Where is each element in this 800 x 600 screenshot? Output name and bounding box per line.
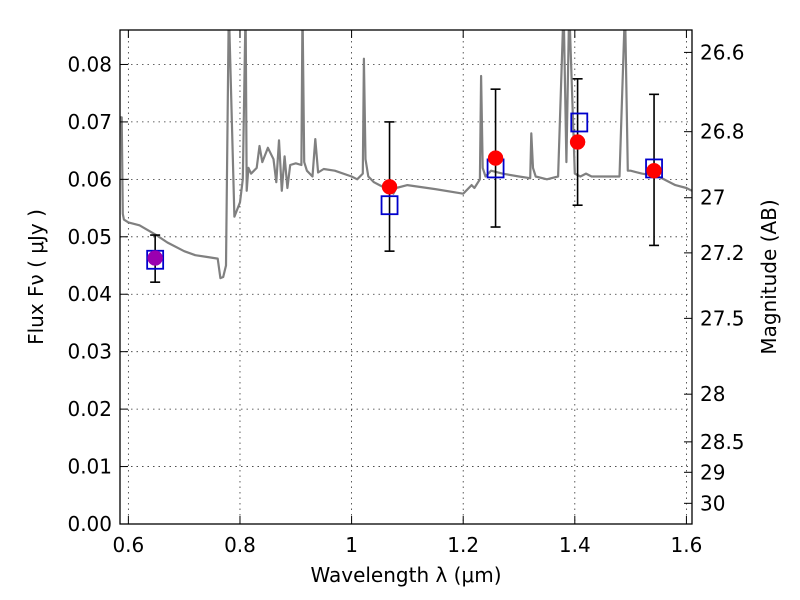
right-tick-label: 27 xyxy=(700,186,725,210)
plot-frame xyxy=(119,29,693,525)
grid-layer xyxy=(120,30,692,524)
x-tick-label: 1.2 xyxy=(447,533,479,557)
right-tick-label: 27.5 xyxy=(700,306,745,330)
y-tick-label: 0.01 xyxy=(67,455,112,479)
observed-flux-point xyxy=(646,162,662,179)
y-tick-label: 0.04 xyxy=(67,282,112,306)
right-tick-label: 26.6 xyxy=(700,40,745,64)
ticks-layer: 0.6 0.8 1 1.2 1.4 1.6 0.00 0.01 0.02 0.03 0.04 0.05… xyxy=(67,30,745,557)
photometry-layer xyxy=(146,78,663,283)
observed-flux-point xyxy=(487,150,504,166)
x-tick-label: 1 xyxy=(345,533,358,557)
x-axis-label: Wavelength λ (μm) xyxy=(310,563,501,587)
x-tick-label: 1.6 xyxy=(671,533,703,557)
model-photometry-square xyxy=(570,112,589,133)
y-tick-label: 0.03 xyxy=(67,340,112,364)
right-tick-label: 28 xyxy=(700,382,725,406)
model-photometry-square xyxy=(380,195,399,216)
right-tick-label: 29 xyxy=(700,460,725,484)
x-tick-label: 0.6 xyxy=(112,533,144,557)
y-tick-label: 0.08 xyxy=(67,52,112,76)
model-spectrum-layer xyxy=(120,30,692,280)
right-tick-label: 27.2 xyxy=(700,241,745,265)
y-axis-label: Flux Fν ( μJy ) xyxy=(24,209,48,345)
x-tick-label: 1.4 xyxy=(559,533,591,557)
observed-flux-point xyxy=(147,250,163,266)
y-tick-label: 0.07 xyxy=(67,110,112,134)
observed-flux-point xyxy=(381,179,398,195)
model-spectrum-line xyxy=(120,30,692,280)
right-tick-label: 26.8 xyxy=(700,120,745,144)
y-tick-label: 0.06 xyxy=(67,167,112,191)
right-tick-label: 28.5 xyxy=(700,430,745,454)
right-tick-label: 30 xyxy=(700,491,725,515)
observed-flux-point xyxy=(569,134,586,150)
y-tick-label: 0.02 xyxy=(67,397,112,421)
x-tick-label: 0.8 xyxy=(224,533,256,557)
y-tick-label: 0.05 xyxy=(67,225,112,249)
y-tick-label: 0.00 xyxy=(67,512,112,536)
right-axis-label: Magnitude (AB) xyxy=(757,199,781,354)
